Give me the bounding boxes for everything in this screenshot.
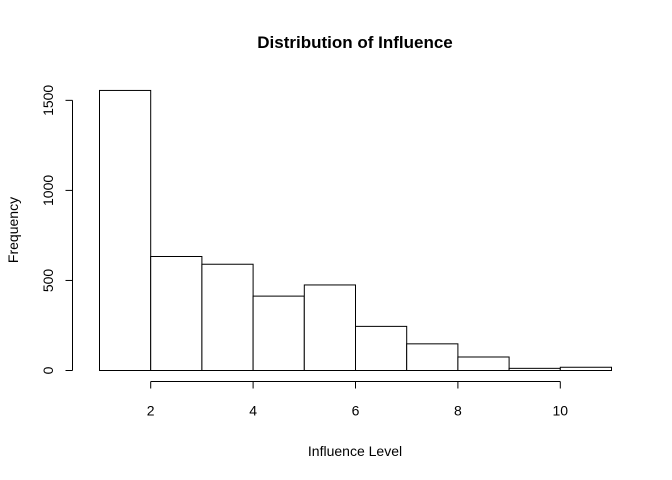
histogram-bar-9 xyxy=(508,367,561,372)
x-tick-label-4: 4 xyxy=(249,403,257,419)
x-tick-label-2: 2 xyxy=(147,403,155,419)
histogram-bar-4 xyxy=(252,295,305,372)
x-tick-label-8: 8 xyxy=(454,403,462,419)
y-axis: 0 500 1000 1500 xyxy=(40,85,73,374)
chart-title: Distribution of Influence xyxy=(257,33,453,52)
x-tick-label-6: 6 xyxy=(352,403,360,419)
y-tick-label-500: 500 xyxy=(40,269,56,293)
x-axis-label: Influence Level xyxy=(308,443,402,459)
y-tick-label-1000: 1000 xyxy=(40,175,56,206)
y-axis-label: Frequency xyxy=(5,197,21,263)
histogram-bar-2 xyxy=(150,255,203,372)
histogram-bar-7 xyxy=(406,343,459,372)
x-axis: 2 4 6 8 10 xyxy=(147,381,569,419)
histogram-bar-5 xyxy=(303,284,356,372)
histogram-bar-8 xyxy=(457,356,510,371)
histogram-bar-1 xyxy=(99,89,152,372)
histogram-bar-6 xyxy=(355,325,408,371)
bars-group xyxy=(99,89,612,372)
y-tick-label-1500: 1500 xyxy=(40,85,56,116)
histogram-bar-3 xyxy=(201,263,254,371)
y-tick-label-0: 0 xyxy=(40,366,56,374)
x-tick-label-10: 10 xyxy=(553,403,569,419)
histogram-bar-10 xyxy=(559,366,612,372)
